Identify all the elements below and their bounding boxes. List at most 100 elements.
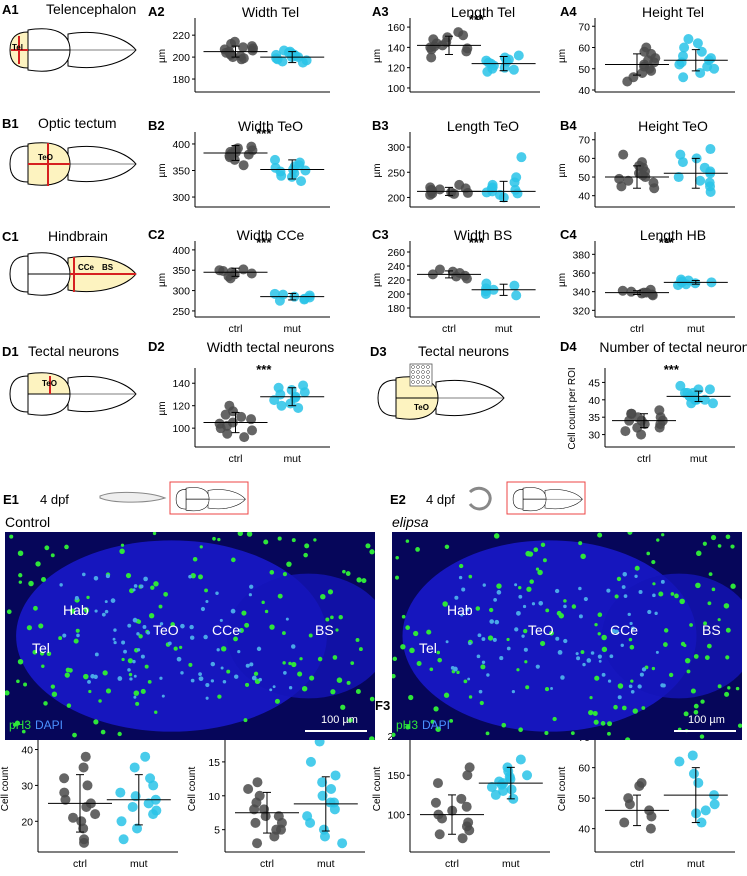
dapi-cell <box>188 574 192 579</box>
panel-id-A3: A3 <box>372 4 389 19</box>
brain-diagram-B1 <box>9 142 137 186</box>
x-label-ctrl-C4: ctrl <box>630 323 644 335</box>
ph3-cell <box>335 628 339 632</box>
y-label-C4: µm <box>557 273 568 287</box>
neuron-icon <box>411 375 415 379</box>
significance-D2: *** <box>256 362 272 377</box>
data-point-A3-ctrl <box>429 41 440 52</box>
dapi-cell <box>105 574 110 579</box>
y-label-A3: µm <box>372 49 383 63</box>
ph3-cell <box>274 698 280 704</box>
y-label-B2: µm <box>157 163 168 177</box>
chart-title-B3: Length TeO <box>447 118 519 134</box>
significance-B2: *** <box>256 126 272 141</box>
y-label-F2: Cell count <box>187 767 198 812</box>
ytick-label-C3: 180 <box>387 303 405 315</box>
data-point-A3-mut <box>487 63 498 74</box>
tectum-lower <box>27 393 71 416</box>
ytick-label-A2: 180 <box>172 74 190 86</box>
panel-id-E1: E1 <box>3 492 19 507</box>
ph3-cell <box>288 661 292 666</box>
dapi-cell <box>660 683 665 688</box>
dapi-cell <box>129 677 133 681</box>
dapi-cell <box>652 593 656 598</box>
larva-straight-icon <box>99 491 167 503</box>
ph3-cell <box>442 601 448 607</box>
ph3-cell <box>16 679 20 684</box>
ph3-cell <box>699 734 705 739</box>
ph3-cell <box>100 729 106 735</box>
tectum-lower <box>27 273 71 296</box>
data-point-F4-ctrl <box>636 777 647 788</box>
ph3-cell <box>50 684 56 689</box>
ph3-cell <box>44 545 50 551</box>
ph3-cell <box>592 710 598 716</box>
ph3-cell <box>83 607 89 613</box>
dapi-cell <box>586 658 592 663</box>
y-label-D4: Cell count per ROI <box>567 367 578 449</box>
data-point-F2-mut <box>317 777 328 788</box>
dapi-cell <box>454 595 459 600</box>
ph3-cell <box>243 718 248 723</box>
neuron-icon <box>421 380 425 384</box>
ph3-cell <box>154 710 158 714</box>
ph3-cell <box>303 552 308 558</box>
ytick-label-B2: 300 <box>172 192 190 204</box>
ph3-cell <box>601 634 607 641</box>
ph3-cell <box>436 650 441 655</box>
ph3-cell <box>706 643 712 649</box>
ph3-cell <box>66 703 72 708</box>
panel-id-B4: B4 <box>560 118 577 133</box>
ph3-cell <box>86 595 90 600</box>
ph3-cell <box>355 637 360 642</box>
dapi-cell <box>598 659 602 663</box>
data-point-B3-mut <box>510 184 521 195</box>
ytick-label-F4: 60 <box>578 763 590 775</box>
data-point-D2-mut <box>276 400 287 411</box>
neuron-grid-icon <box>409 363 433 387</box>
tectum-upper <box>27 252 71 275</box>
panel-id-C4: C4 <box>560 227 577 242</box>
region-label-D1: TeO <box>42 379 57 388</box>
panel-id-C2: C2 <box>148 227 165 242</box>
ph3-cell <box>468 574 473 579</box>
panel-id-C3: C3 <box>372 227 389 242</box>
dapi-cell <box>523 647 528 652</box>
data-point-B4-mut <box>673 172 684 183</box>
ph3-cell <box>190 572 196 579</box>
ph3-cell <box>38 623 44 629</box>
data-point-B4-ctrl <box>637 170 648 181</box>
telencephalon-outline <box>9 255 29 293</box>
ph3-cell <box>204 588 208 593</box>
ytick-label-B4: 70 <box>578 135 590 147</box>
ytick-label-C3: 260 <box>387 247 405 259</box>
ph3-cell <box>405 539 410 543</box>
ytick-label-D2: 120 <box>172 401 190 413</box>
data-point-B4-mut <box>675 149 686 160</box>
data-point-A3-ctrl <box>458 30 469 41</box>
dapi-cell <box>465 607 470 612</box>
micro2-hab-label: Hab <box>447 602 473 618</box>
ph3-cell <box>629 644 635 650</box>
ph3-cell <box>33 605 38 611</box>
dapi-cell <box>514 583 518 587</box>
y-label-F1: Cell count <box>0 767 11 812</box>
ph3-cell <box>140 688 146 694</box>
dapi-cell <box>132 617 138 623</box>
micro1-cce-label: CCe <box>212 622 241 638</box>
ph3-cell <box>540 640 546 647</box>
ph3-cell <box>327 589 334 595</box>
data-point-B2-ctrl <box>238 160 249 171</box>
chart-title-A2: Width Tel <box>242 4 299 20</box>
ph3-cell <box>41 664 45 668</box>
ytick-label-D4: 45 <box>588 377 600 389</box>
ph3-cell <box>723 603 730 609</box>
panel-id-B3: B3 <box>372 118 389 133</box>
ytick-label-A4: 60 <box>578 43 590 55</box>
dapi-cell <box>113 628 117 632</box>
ph3-cell <box>144 664 149 669</box>
micrograph-elipsa: Tel Hab TeO CCe BS pH3 DAPI 100 µm <box>392 532 742 740</box>
ph3-cell <box>537 569 543 576</box>
ph3-cell <box>336 677 343 683</box>
ph3-cell <box>695 582 701 589</box>
